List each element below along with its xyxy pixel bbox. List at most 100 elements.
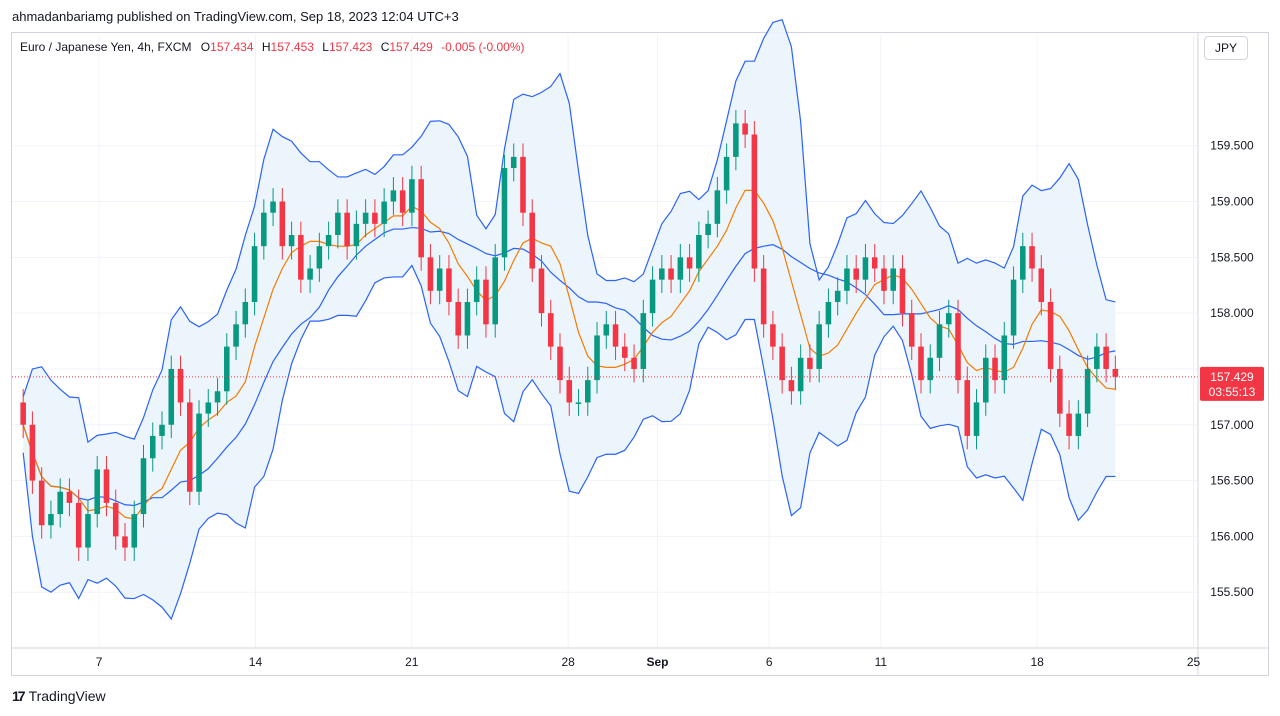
bollinger-basis-line [22, 226, 1116, 507]
candle-body [927, 357, 934, 381]
y-tick-label: 159.500 [1210, 139, 1254, 153]
candle-body [510, 156, 517, 169]
symbol-title[interactable]: Euro / Japanese Yen, 4h, FXCM [20, 40, 192, 54]
candle-body [325, 235, 332, 247]
candle-body [890, 268, 896, 291]
candle-body [686, 257, 693, 269]
candle-body [362, 212, 369, 224]
candle-body [603, 324, 610, 336]
candle-body [335, 212, 341, 236]
candle-body [733, 123, 739, 157]
candle-body [1020, 246, 1026, 280]
candle-body [473, 279, 480, 302]
candle-body [57, 491, 63, 515]
candle-body [622, 346, 628, 358]
candle-body [427, 257, 434, 291]
candle-body [1001, 335, 1008, 381]
candle-body [159, 424, 165, 436]
candle-body [1038, 268, 1045, 302]
candle-body [75, 502, 82, 548]
candle-body [538, 268, 545, 314]
candle-body [233, 324, 239, 347]
x-tick-label: 18 [1031, 655, 1045, 669]
candle-body [696, 235, 702, 269]
candle-body [807, 357, 813, 369]
y-tick-label: 158.000 [1210, 306, 1254, 320]
candle-body [760, 268, 767, 325]
high-value: 157.453 [270, 40, 314, 54]
candle-body [29, 424, 36, 481]
last-price-badge [1200, 366, 1264, 401]
moving-average-line [22, 189, 1116, 520]
x-tick-label: 14 [249, 655, 263, 669]
candle-body [862, 257, 869, 280]
candle-body [20, 402, 26, 425]
candle-body [436, 268, 443, 291]
candle-body [899, 268, 906, 314]
candle-body [908, 313, 915, 347]
candle-body [48, 514, 54, 526]
candle-body [1103, 346, 1109, 369]
candle-body [270, 201, 276, 213]
candle-body [1047, 301, 1054, 369]
candle-body [288, 235, 295, 247]
candle-body [918, 346, 924, 381]
y-tick-label: 156.500 [1210, 474, 1254, 488]
candle-body [520, 156, 526, 213]
tradingview-logo-icon: 17 [12, 688, 26, 704]
candle-body [196, 413, 202, 492]
candle-body [983, 357, 989, 403]
open-value: 157.434 [210, 40, 254, 54]
candle-body [742, 123, 748, 135]
ohlc-legend: Euro / Japanese Yen, 4h, FXCM O157.434 H… [20, 40, 529, 54]
candle-body [640, 313, 647, 369]
candle-body [992, 357, 998, 381]
candle-body [844, 268, 850, 291]
low-value: 157.423 [328, 40, 373, 54]
candle-body [529, 212, 536, 269]
chart-frame [11, 32, 1269, 676]
bollinger-upper-line [22, 18, 1116, 444]
candle-body [307, 268, 313, 280]
candle-body [964, 380, 971, 436]
candle-body [168, 368, 175, 425]
candle-body [464, 301, 471, 336]
candle-body [770, 324, 776, 347]
candle-body [112, 502, 119, 537]
candle-body [705, 223, 711, 236]
candle-body [177, 368, 184, 403]
y-tick-label: 155.500 [1210, 585, 1254, 599]
candle-body [584, 380, 591, 403]
candle-body [483, 279, 489, 325]
candle-body [945, 313, 952, 325]
candle-body [714, 190, 721, 224]
candle-body [1094, 346, 1100, 369]
candle-body [390, 190, 397, 202]
candle-body [279, 201, 286, 247]
candle-body [399, 190, 406, 213]
countdown-timer: 03:55:13 [1209, 385, 1256, 399]
candle-body [668, 268, 674, 280]
y-tick-label: 159.000 [1210, 195, 1254, 209]
x-tick-label: 25 [1187, 655, 1201, 669]
candle-body [1057, 368, 1063, 414]
x-tick-label: 28 [561, 655, 575, 669]
x-tick-label: 6 [766, 655, 773, 669]
candle-body [446, 268, 452, 302]
candle-body [344, 212, 350, 247]
candle-body [936, 324, 943, 358]
candle-body [631, 357, 637, 369]
currency-button[interactable]: JPY [1204, 36, 1248, 60]
x-tick-label: 11 [875, 655, 888, 669]
candle-body [409, 179, 415, 213]
candle-body [501, 168, 508, 258]
candle-body [418, 179, 424, 258]
candle-body [659, 268, 665, 280]
bollinger-lower-line [22, 264, 1116, 621]
candle-body [353, 223, 360, 247]
candle-body [973, 402, 980, 436]
open-label: O [200, 40, 211, 54]
candle-body [853, 268, 859, 280]
candle-body [214, 391, 221, 403]
